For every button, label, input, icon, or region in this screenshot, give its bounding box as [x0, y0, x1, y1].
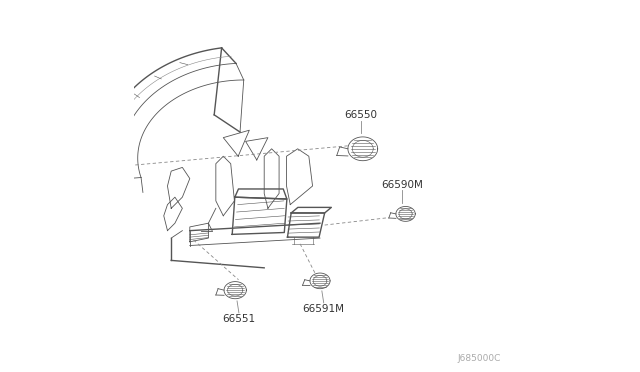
Text: 66590M: 66590M: [381, 180, 423, 190]
Text: 66591M: 66591M: [303, 304, 345, 314]
Text: J685000C: J685000C: [457, 354, 500, 363]
Text: 66551: 66551: [222, 314, 255, 324]
Text: 66550: 66550: [344, 110, 378, 120]
